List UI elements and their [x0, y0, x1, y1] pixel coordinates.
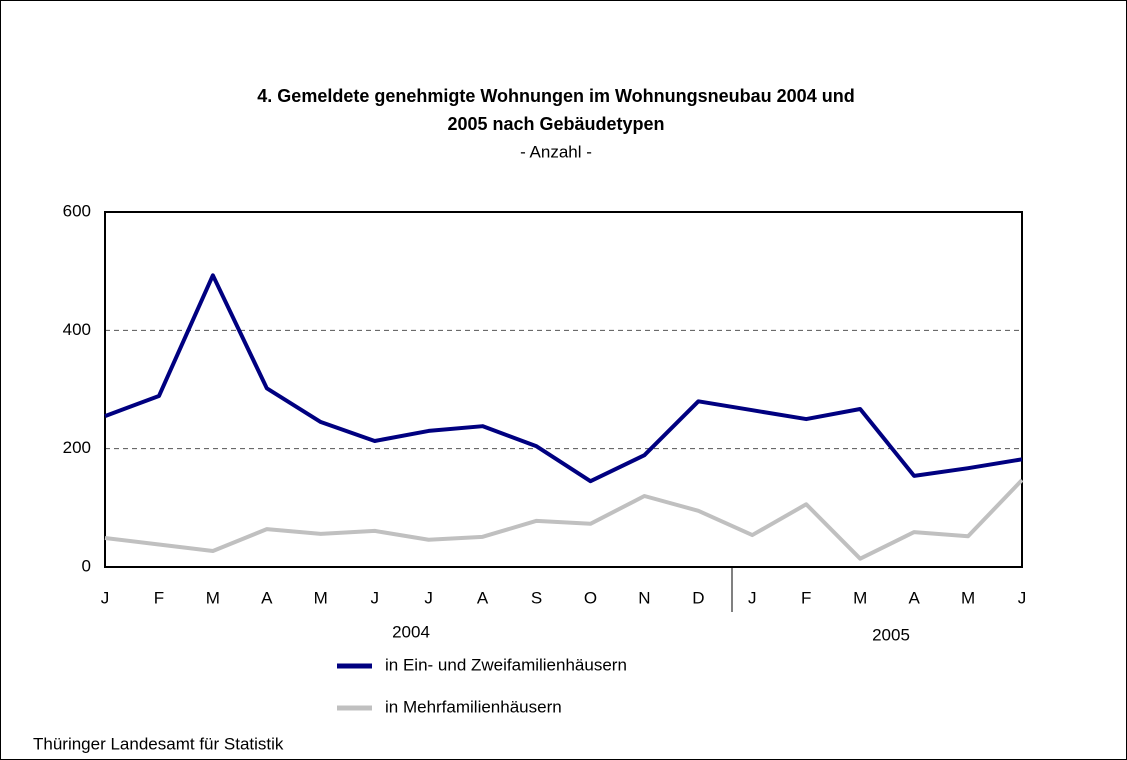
x-tick-label: A: [477, 588, 489, 607]
x-tick-label: A: [261, 588, 273, 607]
plot-area: [104, 211, 1023, 568]
year-label: 2005: [872, 625, 910, 644]
x-tick-label: O: [584, 588, 597, 607]
x-tick-label: J: [424, 588, 433, 607]
y-tick-label: 0: [82, 556, 91, 575]
series-line: [104, 478, 1024, 561]
chart-subtitle: - Anzahl -: [520, 142, 592, 161]
x-tick-label: M: [206, 588, 220, 607]
x-tick-label: J: [748, 588, 757, 607]
x-tick-label: M: [961, 588, 975, 607]
x-tick-label: M: [853, 588, 867, 607]
x-tick-label: A: [908, 588, 920, 607]
x-tick-label: N: [638, 588, 650, 607]
legend-label: in Ein- und Zweifamilienhäusern: [385, 655, 627, 674]
source: Thüringer Landesamt für Statistik: [33, 734, 284, 753]
y-tick-label: 200: [63, 438, 91, 457]
x-tick-label: F: [801, 588, 811, 607]
x-tick-label: D: [692, 588, 704, 607]
legend-label: in Mehrfamilienhäusern: [385, 697, 562, 716]
y-tick-label: 400: [63, 320, 91, 339]
x-tick-label: S: [531, 588, 542, 607]
x-tick-label: J: [101, 588, 110, 607]
x-tick-label: J: [1018, 588, 1027, 607]
x-tick-label: M: [314, 588, 328, 607]
chart-title: 4. Gemeldete genehmigte Wohnungen im Woh…: [257, 86, 854, 106]
y-tick-label: 600: [63, 201, 91, 220]
x-tick-label: J: [370, 588, 379, 607]
series-line: [104, 273, 1023, 484]
x-tick-label: F: [154, 588, 164, 607]
chart-title: 2005 nach Gebäudetypen: [447, 114, 664, 134]
year-label: 2004: [392, 622, 430, 641]
